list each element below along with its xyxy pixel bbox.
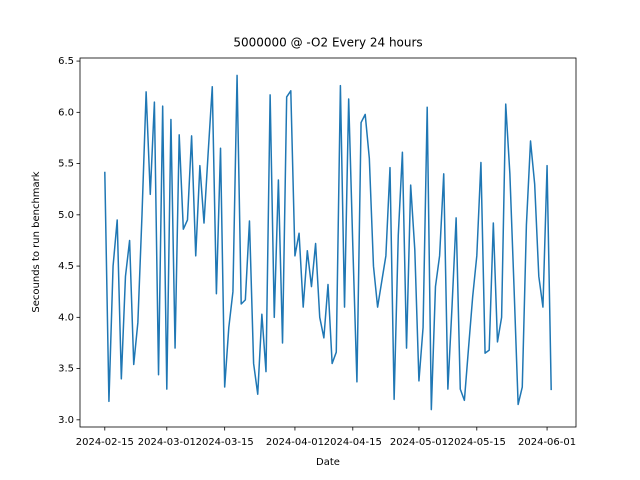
y-tick-label: 4.5 bbox=[58, 261, 74, 272]
x-tick-label: 2024-05-15 bbox=[448, 437, 506, 448]
plot-frame bbox=[79, 57, 577, 428]
y-tick-label: 6.5 bbox=[58, 56, 74, 67]
y-tick-label: 5.5 bbox=[58, 159, 74, 170]
x-tick-label: 2024-06-01 bbox=[518, 437, 576, 448]
x-tick-label: 2024-04-01 bbox=[266, 437, 324, 448]
x-tick-label: 2024-03-01 bbox=[138, 437, 196, 448]
chart-title: 5000000 @ -O2 Every 24 hours bbox=[233, 36, 422, 50]
x-tick-label: 2024-03-15 bbox=[196, 437, 254, 448]
y-tick-label: 4.0 bbox=[58, 312, 74, 323]
x-tick-label: 2024-05-01 bbox=[390, 437, 448, 448]
y-axis-label: Secounds to run benchmark bbox=[31, 171, 42, 312]
y-tick-label: 6.0 bbox=[58, 107, 74, 118]
x-tick-label: 2024-02-15 bbox=[76, 437, 134, 448]
x-axis-label: Date bbox=[316, 457, 340, 468]
y-tick-label: 5.0 bbox=[58, 210, 74, 221]
data-line bbox=[104, 74, 552, 411]
y-tick-label: 3.0 bbox=[58, 415, 74, 426]
y-tick-label: 3.5 bbox=[58, 364, 74, 375]
x-tick-label: 2024-04-15 bbox=[324, 437, 382, 448]
